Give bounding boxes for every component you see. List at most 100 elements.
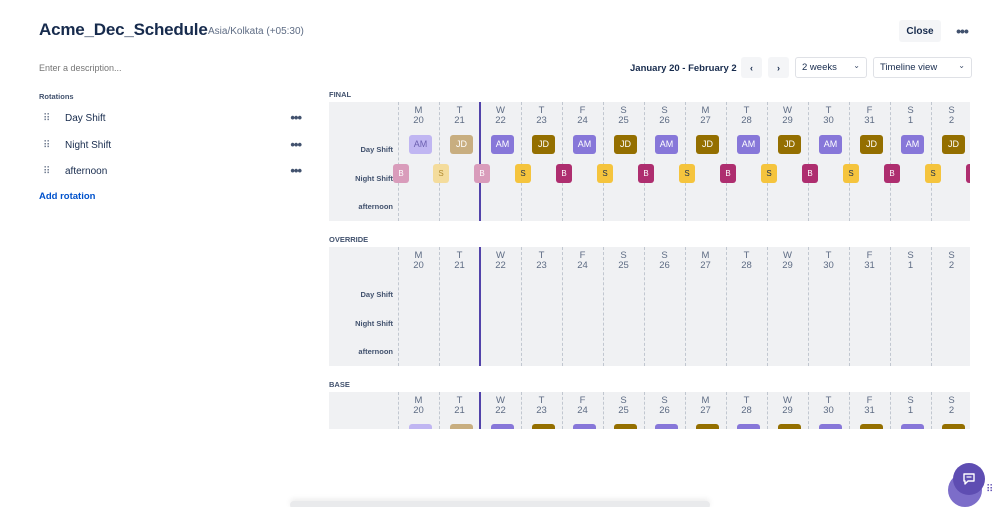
assignee-chip-am[interactable]: AM bbox=[901, 135, 924, 154]
day-divider bbox=[767, 102, 768, 221]
day-date: 2 bbox=[948, 260, 955, 271]
day-divider bbox=[480, 102, 481, 221]
assignee-chip-jd[interactable] bbox=[942, 424, 965, 429]
assignee-chip-b[interactable]: B bbox=[966, 164, 970, 183]
day-of-week: F bbox=[866, 395, 873, 406]
day-header: M 20 bbox=[398, 396, 439, 416]
rotation-item-afternoon[interactable]: ⠿ afternoon ••• bbox=[39, 163, 302, 183]
day-header: M 20 bbox=[398, 251, 439, 271]
assignee-chip-jd[interactable]: JD bbox=[614, 135, 637, 154]
drag-handle-icon[interactable]: ⠿ bbox=[43, 166, 50, 177]
chevron-left-icon[interactable]: ‹ bbox=[741, 57, 762, 78]
day-date: 23 bbox=[536, 260, 547, 271]
date-range-label: January 20 - February 2 bbox=[630, 63, 737, 74]
assignee-chip-am[interactable] bbox=[409, 424, 432, 429]
more-horizontal-icon[interactable]: ••• bbox=[290, 110, 302, 125]
rotation-item-day-shift[interactable]: ⠿ Day Shift ••• bbox=[39, 110, 302, 130]
assignee-chip-b[interactable]: B bbox=[720, 164, 736, 183]
assignee-chip-jd[interactable] bbox=[696, 424, 719, 429]
assignee-chip-b[interactable]: B bbox=[638, 164, 654, 183]
assignee-chip-s[interactable]: S bbox=[761, 164, 777, 183]
day-of-week: T bbox=[743, 105, 750, 116]
day-header: T 23 bbox=[521, 106, 562, 126]
day-divider bbox=[439, 392, 440, 429]
day-header: T 28 bbox=[726, 396, 767, 416]
assignee-chip-b[interactable]: B bbox=[556, 164, 572, 183]
day-date: 24 bbox=[577, 260, 588, 271]
timeline-grid: M 20 T 21 W 22 T 23 F 24 S 25 S 26 M 27 T 28 W 29 T 30 F 31 S 1 S 2 bbox=[329, 392, 970, 429]
assignee-chip-s[interactable]: S bbox=[597, 164, 613, 183]
assignee-chip-am[interactable]: AM bbox=[573, 135, 596, 154]
day-divider bbox=[644, 247, 645, 366]
day-date: 31 bbox=[864, 260, 875, 271]
day-date: 26 bbox=[659, 115, 670, 126]
more-horizontal-icon[interactable]: ••• bbox=[290, 163, 302, 178]
day-date: 20 bbox=[413, 405, 424, 416]
assignee-chip-jd[interactable] bbox=[614, 424, 637, 429]
period-select-value: 2 weeks bbox=[802, 62, 837, 73]
assignee-chip-am[interactable] bbox=[737, 424, 760, 429]
day-divider bbox=[890, 102, 891, 221]
assignee-chip-jd[interactable]: JD bbox=[860, 135, 883, 154]
rotation-label: afternoon bbox=[65, 166, 108, 177]
chevron-right-icon[interactable]: › bbox=[768, 57, 789, 78]
assignee-chip-b[interactable]: B bbox=[393, 164, 409, 183]
assignee-chip-am[interactable] bbox=[573, 424, 596, 429]
day-of-week: T bbox=[825, 395, 832, 406]
description-input[interactable] bbox=[39, 63, 309, 73]
day-divider bbox=[644, 392, 645, 429]
assignee-chip-am[interactable]: AM bbox=[819, 135, 842, 154]
drag-handle-icon[interactable]: ⠿ bbox=[43, 140, 50, 151]
day-header: T 23 bbox=[521, 396, 562, 416]
assignee-chip-b[interactable]: B bbox=[802, 164, 818, 183]
day-of-week: T bbox=[743, 395, 750, 406]
assignee-chip-b[interactable]: B bbox=[884, 164, 900, 183]
day-of-week: W bbox=[783, 395, 792, 406]
chat-button[interactable] bbox=[953, 463, 985, 495]
day-date: 21 bbox=[454, 115, 465, 126]
assignee-chip-jd[interactable]: JD bbox=[778, 135, 801, 154]
assignee-chip-jd[interactable]: JD bbox=[696, 135, 719, 154]
assignee-chip-am[interactable] bbox=[819, 424, 842, 429]
day-date: 1 bbox=[907, 115, 914, 126]
day-date: 29 bbox=[782, 405, 793, 416]
more-horizontal-icon[interactable]: ••• bbox=[951, 20, 973, 42]
assignee-chip-am[interactable]: AM bbox=[737, 135, 760, 154]
day-date: 30 bbox=[823, 115, 834, 126]
assignee-chip-jd[interactable]: JD bbox=[942, 135, 965, 154]
assignee-chip-am[interactable]: AM bbox=[409, 135, 432, 154]
grid-dots-icon[interactable]: ⠿ bbox=[986, 484, 994, 495]
assignee-chip-s[interactable]: S bbox=[925, 164, 941, 183]
assignee-chip-jd[interactable]: JD bbox=[450, 135, 473, 154]
assignee-chip-s[interactable]: S bbox=[843, 164, 859, 183]
assignee-chip-am[interactable] bbox=[901, 424, 924, 429]
drag-handle-icon[interactable]: ⠿ bbox=[43, 113, 50, 124]
day-of-week: S bbox=[661, 250, 668, 261]
assignee-chip-am[interactable] bbox=[491, 424, 514, 429]
assignee-chip-s[interactable]: S bbox=[679, 164, 695, 183]
day-header: W 22 bbox=[480, 396, 521, 416]
day-divider bbox=[767, 392, 768, 429]
assignee-chip-s[interactable]: S bbox=[433, 164, 449, 183]
more-horizontal-icon[interactable]: ••• bbox=[290, 137, 302, 152]
assignee-chip-am[interactable] bbox=[655, 424, 678, 429]
day-date: 31 bbox=[864, 115, 875, 126]
view-select[interactable]: Timeline view ⌄ bbox=[873, 57, 972, 78]
rotation-item-night-shift[interactable]: ⠿ Night Shift ••• bbox=[39, 137, 302, 157]
period-select[interactable]: 2 weeks ⌄ bbox=[795, 57, 867, 78]
assignee-chip-jd[interactable] bbox=[860, 424, 883, 429]
assignee-chip-jd[interactable] bbox=[778, 424, 801, 429]
add-rotation-link[interactable]: Add rotation bbox=[39, 191, 96, 202]
assignee-chip-jd[interactable] bbox=[532, 424, 555, 429]
assignee-chip-jd[interactable] bbox=[450, 424, 473, 429]
assignee-chip-s[interactable]: S bbox=[515, 164, 531, 183]
assignee-chip-am[interactable]: AM bbox=[491, 135, 514, 154]
assignee-chip-jd[interactable]: JD bbox=[532, 135, 555, 154]
row-label: Night Shift bbox=[355, 174, 393, 183]
timezone-label[interactable]: Asia/Kolkata (+05:30) bbox=[208, 26, 304, 37]
day-divider bbox=[726, 102, 727, 221]
close-button[interactable]: Close bbox=[899, 20, 941, 42]
assignee-chip-b[interactable]: B bbox=[474, 164, 490, 183]
day-date: 29 bbox=[782, 260, 793, 271]
assignee-chip-am[interactable]: AM bbox=[655, 135, 678, 154]
